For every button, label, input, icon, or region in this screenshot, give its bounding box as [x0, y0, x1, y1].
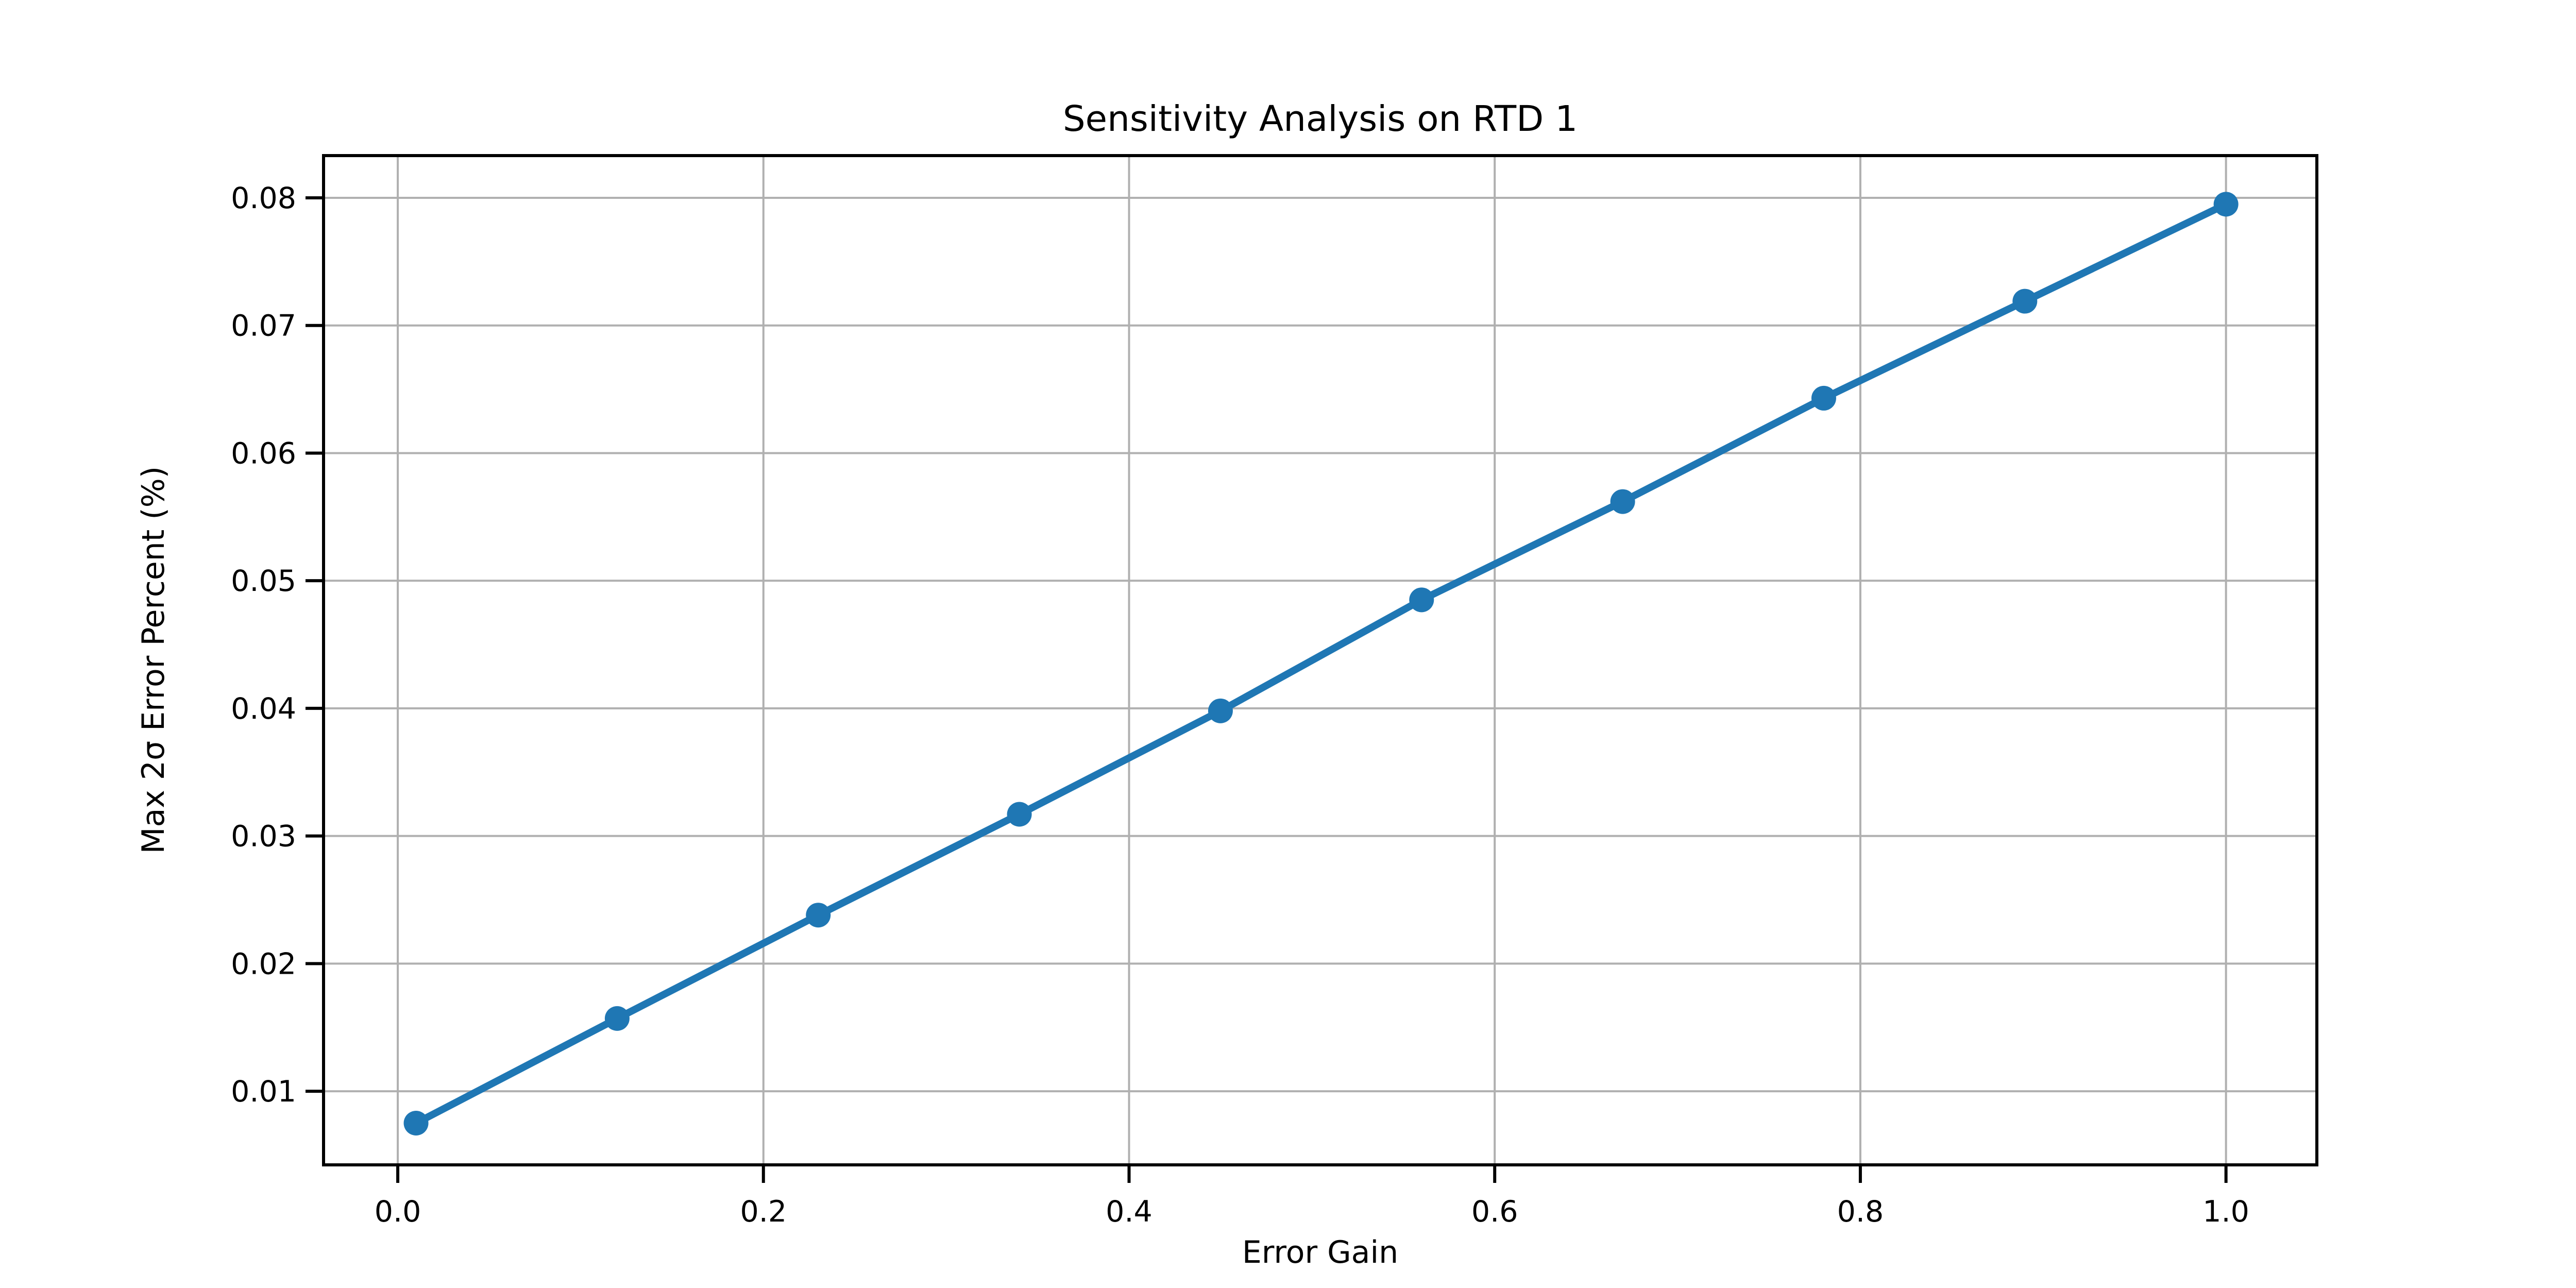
- chart-title: Sensitivity Analysis on RTD 1: [1062, 98, 1578, 140]
- y-tick-label: 0.06: [231, 436, 296, 470]
- data-point: [1208, 698, 1233, 723]
- y-tick-label: 0.01: [231, 1075, 296, 1109]
- y-tick-label: 0.02: [231, 947, 296, 981]
- data-point: [1409, 587, 1434, 613]
- data-point: [2213, 192, 2239, 217]
- x-tick-label: 0.0: [375, 1195, 421, 1229]
- data-point: [604, 1006, 630, 1031]
- y-tick-label: 0.05: [231, 564, 296, 598]
- y-tick-label: 0.04: [231, 692, 296, 726]
- data-point: [403, 1110, 429, 1136]
- x-tick-label: 1.0: [2202, 1195, 2249, 1229]
- data-point: [2012, 289, 2038, 314]
- x-tick-label: 0.4: [1106, 1195, 1153, 1229]
- x-tick-label: 0.2: [740, 1195, 787, 1229]
- y-tick-label: 0.08: [231, 181, 296, 215]
- y-tick-label: 0.07: [231, 309, 296, 343]
- x-tick-label: 0.8: [1837, 1195, 1884, 1229]
- y-axis-label: Max 2σ Error Percent (%): [135, 466, 172, 854]
- data-point: [1007, 802, 1032, 827]
- plot-border: [322, 154, 2318, 1166]
- y-tick-label: 0.03: [231, 820, 296, 854]
- x-axis-label: Error Gain: [1242, 1234, 1399, 1270]
- data-point: [1610, 489, 1635, 514]
- data-point: [1811, 385, 1836, 411]
- x-tick-label: 0.6: [1471, 1195, 1518, 1229]
- data-line: [412, 200, 2230, 1127]
- data-point: [806, 903, 831, 928]
